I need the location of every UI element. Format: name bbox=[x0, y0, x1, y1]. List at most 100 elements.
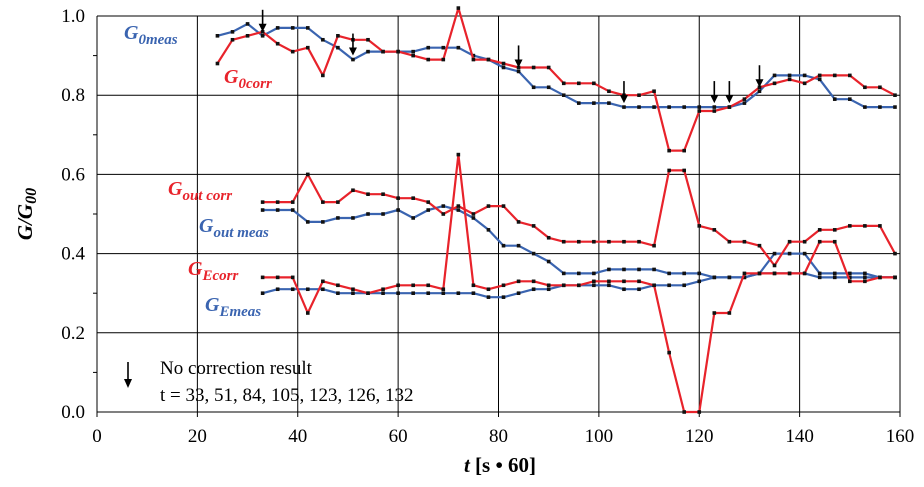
data-point bbox=[441, 45, 446, 50]
data-point bbox=[531, 279, 536, 284]
no-correction-arrow bbox=[725, 81, 734, 104]
data-point bbox=[351, 287, 355, 292]
data-point bbox=[817, 239, 822, 244]
data-point bbox=[531, 251, 536, 256]
data-point bbox=[697, 109, 702, 113]
data-point bbox=[426, 200, 431, 204]
data-point bbox=[411, 53, 415, 58]
data-point bbox=[546, 85, 551, 90]
data-point bbox=[652, 267, 656, 272]
data-point bbox=[516, 65, 521, 70]
data-point bbox=[787, 73, 792, 78]
data-point bbox=[667, 350, 671, 355]
data-point bbox=[682, 283, 686, 288]
data-point bbox=[531, 65, 536, 70]
data-point bbox=[802, 73, 807, 78]
label-gemeas: GEmeas bbox=[205, 294, 261, 320]
data-point bbox=[501, 204, 506, 208]
data-point bbox=[848, 279, 852, 284]
data-point bbox=[456, 208, 461, 212]
data-point bbox=[772, 81, 777, 86]
data-point bbox=[637, 93, 641, 97]
data-point bbox=[652, 105, 656, 109]
arrow-head bbox=[258, 23, 267, 32]
data-point bbox=[637, 267, 641, 272]
data-point bbox=[742, 101, 747, 105]
data-point bbox=[757, 89, 762, 94]
data-point bbox=[561, 81, 566, 86]
grid bbox=[96, 15, 901, 413]
data-point bbox=[260, 275, 265, 280]
series-G0corr bbox=[215, 6, 897, 153]
data-point bbox=[682, 410, 686, 414]
data-point bbox=[561, 283, 566, 288]
data-point bbox=[878, 275, 882, 280]
data-point bbox=[546, 65, 551, 70]
data-point bbox=[275, 275, 280, 280]
data-point bbox=[592, 81, 596, 86]
no-correction-arrow bbox=[348, 33, 357, 56]
data-point bbox=[366, 192, 370, 196]
data-point bbox=[607, 279, 611, 284]
data-point bbox=[275, 208, 280, 212]
data-point bbox=[622, 287, 626, 292]
data-point bbox=[592, 239, 596, 244]
data-point bbox=[712, 105, 717, 109]
data-point bbox=[802, 81, 807, 86]
x-axis-title-t: t bbox=[464, 453, 471, 477]
data-point bbox=[486, 228, 491, 232]
data-point bbox=[712, 311, 717, 315]
data-point bbox=[652, 89, 656, 94]
data-point bbox=[832, 239, 837, 244]
data-point bbox=[561, 271, 566, 276]
data-point bbox=[501, 283, 506, 288]
series-G0meas bbox=[215, 22, 897, 109]
data-point bbox=[531, 287, 536, 292]
data-point bbox=[817, 275, 822, 280]
data-point bbox=[712, 275, 717, 280]
x-tick-label: 60 bbox=[389, 426, 408, 447]
y-tick-label: 0.6 bbox=[61, 164, 85, 185]
data-point bbox=[305, 311, 310, 315]
data-point bbox=[863, 275, 867, 280]
arrow-head bbox=[348, 47, 357, 56]
data-point bbox=[336, 216, 340, 220]
data-point bbox=[381, 49, 385, 54]
data-point bbox=[817, 77, 822, 82]
data-point bbox=[802, 239, 807, 244]
data-point bbox=[321, 200, 325, 204]
data-point bbox=[742, 271, 747, 276]
data-point bbox=[682, 271, 686, 276]
data-point bbox=[336, 283, 340, 288]
data-point bbox=[742, 275, 747, 280]
data-point bbox=[396, 196, 400, 200]
data-point bbox=[321, 37, 325, 42]
data-point bbox=[516, 279, 521, 284]
data-point bbox=[336, 45, 340, 50]
data-point bbox=[727, 239, 732, 244]
x-tick-label: 160 bbox=[886, 426, 915, 447]
data-point bbox=[411, 283, 415, 288]
data-point bbox=[697, 105, 702, 109]
data-point bbox=[321, 279, 325, 284]
data-point bbox=[381, 291, 385, 295]
series-line-G0meas bbox=[217, 22, 895, 109]
data-point bbox=[742, 97, 747, 101]
data-point bbox=[471, 216, 476, 220]
y-tick-label: 0.8 bbox=[61, 85, 85, 106]
data-point bbox=[305, 172, 310, 177]
note-arrow-head bbox=[124, 379, 132, 388]
data-point bbox=[260, 30, 265, 34]
data-point bbox=[757, 271, 762, 276]
data-point bbox=[381, 212, 385, 216]
data-point bbox=[471, 291, 476, 295]
data-point bbox=[561, 93, 566, 97]
data-point bbox=[426, 57, 431, 62]
data-point bbox=[501, 65, 506, 70]
data-point bbox=[516, 291, 521, 295]
x-axis-title: t [s • 60] bbox=[464, 453, 536, 477]
data-point bbox=[501, 295, 506, 299]
data-point bbox=[682, 105, 686, 109]
no-correction-arrows bbox=[258, 9, 764, 104]
